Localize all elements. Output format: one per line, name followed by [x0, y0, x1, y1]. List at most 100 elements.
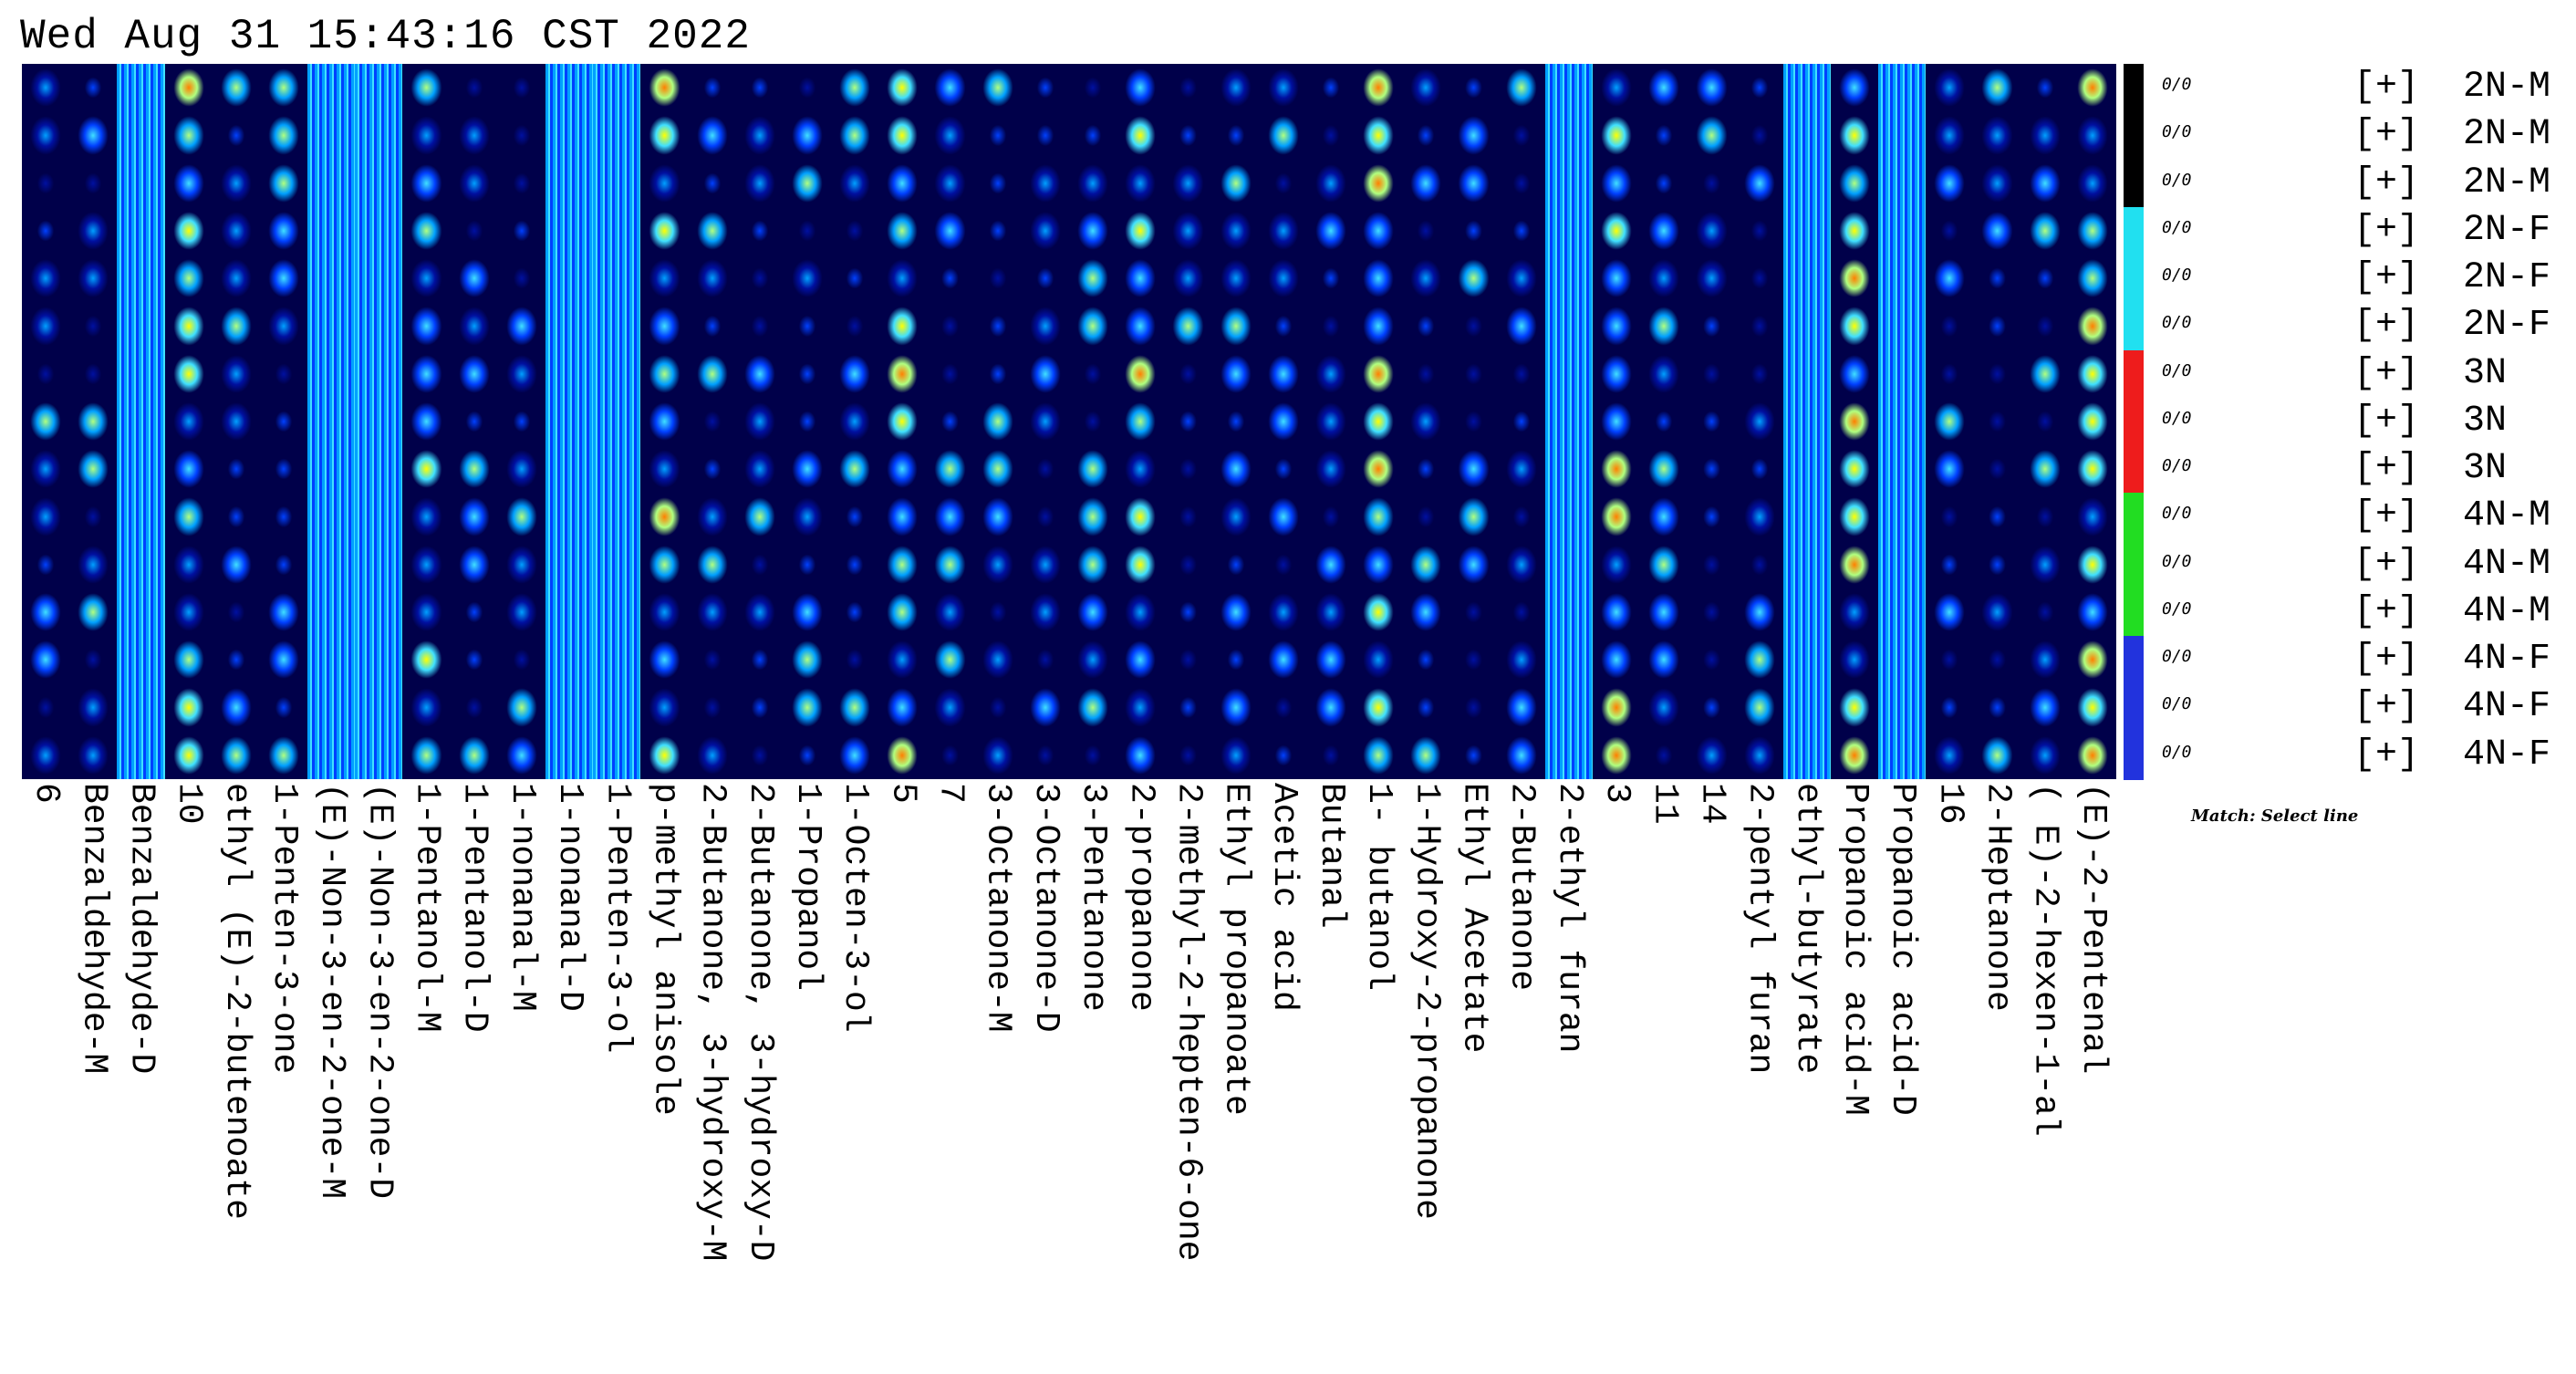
heatmap-cell: [1926, 255, 1974, 303]
heatmap-cell: [1973, 540, 2021, 588]
heatmap-column[interactable]: [212, 64, 260, 779]
heatmap-column[interactable]: [69, 64, 118, 779]
heatmap-cell: [640, 302, 689, 350]
column-label: Propanoic acid-D: [1883, 783, 1923, 1116]
row-label[interactable]: [+] 3N: [2353, 401, 2507, 442]
heatmap-cell: [1735, 64, 1783, 112]
heatmap-column[interactable]: [1402, 64, 1450, 779]
heatmap-column[interactable]: [1211, 64, 1260, 779]
heatmap-column[interactable]: [735, 64, 784, 779]
heatmap-cell: [1259, 731, 1307, 779]
heatmap-column[interactable]: [831, 64, 879, 779]
heatmap-column[interactable]: [688, 64, 736, 779]
row-label[interactable]: [+] 3N: [2353, 449, 2507, 489]
expand-toggle[interactable]: [+]: [2353, 639, 2420, 681]
heatmap-column[interactable]: [1878, 64, 1927, 779]
row-label[interactable]: [+] 4N-M: [2353, 590, 2550, 632]
heatmap-column[interactable]: [1640, 64, 1688, 779]
row-label[interactable]: [+] 4N-F: [2353, 734, 2550, 775]
row-label[interactable]: [+] 2N-F: [2353, 209, 2550, 251]
heatmap-column[interactable]: [355, 64, 403, 779]
expand-toggle[interactable]: [+]: [2353, 400, 2420, 442]
heatmap-column[interactable]: [2020, 64, 2069, 779]
heatmap-column[interactable]: [1926, 64, 1974, 779]
heatmap-column[interactable]: [164, 64, 213, 779]
row-label[interactable]: [+] 2N-M: [2353, 68, 2550, 108]
heatmap-column[interactable]: [259, 64, 308, 779]
heatmap-column[interactable]: [545, 64, 594, 779]
heatmap-column[interactable]: [1782, 64, 1831, 779]
heatmap-column[interactable]: [117, 64, 165, 779]
heatmap-cell: [307, 111, 356, 160]
heatmap-cell: [545, 255, 594, 303]
heatmap-column[interactable]: [1593, 64, 1641, 779]
heatmap-column[interactable]: [1355, 64, 1403, 779]
heatmap-column[interactable]: [973, 64, 1022, 779]
row-label[interactable]: [+] 3N: [2353, 352, 2507, 394]
heatmap-column[interactable]: [2068, 64, 2116, 779]
heatmap-cell: [69, 540, 118, 588]
expand-toggle[interactable]: [+]: [2353, 161, 2420, 203]
expand-toggle[interactable]: [+]: [2353, 686, 2420, 728]
heatmap-cell: [1830, 731, 1879, 779]
expand-toggle[interactable]: [+]: [2353, 590, 2420, 632]
heatmap-column[interactable]: [497, 64, 545, 779]
heatmap-cell: [1449, 731, 1498, 779]
row-label[interactable]: [+] 2N-M: [2353, 115, 2550, 155]
heatmap-column[interactable]: [1117, 64, 1165, 779]
row-label[interactable]: [+] 4N-F: [2353, 687, 2550, 727]
expand-toggle[interactable]: [+]: [2353, 495, 2420, 537]
row-label[interactable]: [+] 4N-M: [2353, 496, 2550, 536]
row-label[interactable]: [+] 2N-M: [2353, 161, 2550, 203]
heatmap-column[interactable]: [402, 64, 451, 779]
heatmap-column[interactable]: [640, 64, 689, 779]
heatmap-column[interactable]: [783, 64, 832, 779]
heatmap-column[interactable]: [450, 64, 498, 779]
heatmap-column[interactable]: [1735, 64, 1783, 779]
heatmap-column[interactable]: [1449, 64, 1498, 779]
heatmap-cell: [1069, 445, 1117, 494]
heatmap-cell: [1735, 683, 1783, 732]
row-label[interactable]: [+] 2N-F: [2353, 306, 2550, 346]
heatmap-column[interactable]: [1259, 64, 1307, 779]
fingerprint-heatmap[interactable]: [22, 64, 2116, 779]
heatmap-cell: [831, 206, 879, 255]
expand-toggle[interactable]: [+]: [2353, 448, 2420, 490]
heatmap-column[interactable]: [307, 64, 356, 779]
heatmap-cell: [22, 493, 70, 541]
heatmap-cell: [593, 588, 641, 637]
heatmap-column[interactable]: [22, 64, 70, 779]
expand-toggle[interactable]: [+]: [2353, 305, 2420, 347]
heatmap-cell: [1449, 159, 1498, 207]
row-label[interactable]: [+] 4N-F: [2353, 640, 2550, 680]
heatmap-column[interactable]: [1306, 64, 1356, 779]
heatmap-cell: [1497, 540, 1545, 588]
heatmap-cell: [1973, 64, 2021, 112]
heatmap-cell: [1878, 731, 1927, 779]
heatmap-column[interactable]: [1544, 64, 1593, 779]
heatmap-column[interactable]: [1830, 64, 1879, 779]
heatmap-column[interactable]: [1688, 64, 1736, 779]
expand-toggle[interactable]: [+]: [2353, 257, 2420, 299]
expand-toggle[interactable]: [+]: [2353, 543, 2420, 585]
row-label[interactable]: [+] 4N-M: [2353, 543, 2550, 585]
heatmap-column[interactable]: [1069, 64, 1117, 779]
heatmap-column[interactable]: [593, 64, 641, 779]
heatmap-column[interactable]: [1497, 64, 1545, 779]
heatmap-column[interactable]: [926, 64, 974, 779]
heatmap-cell: [1355, 206, 1403, 255]
heatmap-cell: [593, 255, 641, 303]
heatmap-column[interactable]: [878, 64, 927, 779]
group-color-segment: [2124, 64, 2144, 113]
heatmap-column[interactable]: [1973, 64, 2021, 779]
expand-toggle[interactable]: [+]: [2353, 114, 2420, 156]
expand-toggle[interactable]: [+]: [2353, 352, 2420, 394]
heatmap-cell: [1021, 731, 1069, 779]
row-label[interactable]: [+] 2N-F: [2353, 258, 2550, 298]
expand-toggle[interactable]: [+]: [2353, 67, 2420, 108]
heatmap-column[interactable]: [1164, 64, 1212, 779]
column-label: 2-Butanone, 3-hydroxy-D: [740, 783, 780, 1262]
heatmap-column[interactable]: [1021, 64, 1069, 779]
expand-toggle[interactable]: [+]: [2353, 734, 2420, 775]
expand-toggle[interactable]: [+]: [2353, 209, 2420, 251]
